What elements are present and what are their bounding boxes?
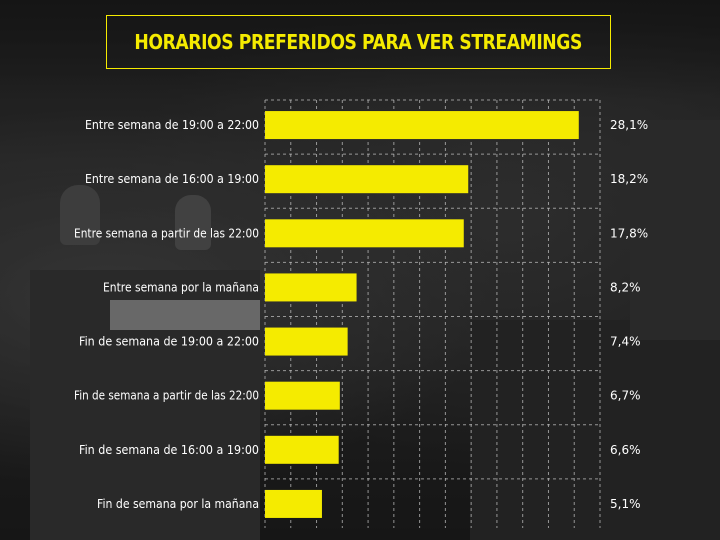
category-label: Entre semana a partir de las 22:00 <box>74 226 259 240</box>
bar <box>265 111 579 140</box>
category-label: Fin de semana de 19:00 a 22:00 <box>79 335 259 349</box>
bar <box>265 435 339 464</box>
category-label: Fin de semana a partir de las 22:00 <box>74 389 259 403</box>
value-label: 8,2% <box>610 280 641 294</box>
value-label: 6,6% <box>610 443 641 457</box>
category-label: Fin de semana por la mañana <box>97 497 259 511</box>
value-label: 17,8% <box>610 226 648 240</box>
category-label: Entre semana de 19:00 a 22:00 <box>85 118 259 132</box>
value-label: 6,7% <box>610 389 641 403</box>
category-label: Entre semana por la mañana <box>103 280 259 294</box>
title-box: HORARIOS PREFERIDOS PARA VER STREAMINGS <box>106 15 611 69</box>
value-label: 18,2% <box>610 172 648 186</box>
bar <box>265 165 469 194</box>
bar <box>265 381 340 410</box>
bar <box>265 273 357 302</box>
category-label: Fin de semana de 16:00 a 19:00 <box>79 443 259 457</box>
bar <box>265 219 464 248</box>
bar <box>265 327 348 356</box>
value-label: 7,4% <box>610 335 641 349</box>
value-label: 28,1% <box>610 118 648 132</box>
bar <box>265 489 322 518</box>
chart-title: HORARIOS PREFERIDOS PARA VER STREAMINGS <box>134 30 583 54</box>
category-label: Entre semana de 16:00 a 19:00 <box>85 172 259 186</box>
value-label: 5,1% <box>610 497 641 511</box>
